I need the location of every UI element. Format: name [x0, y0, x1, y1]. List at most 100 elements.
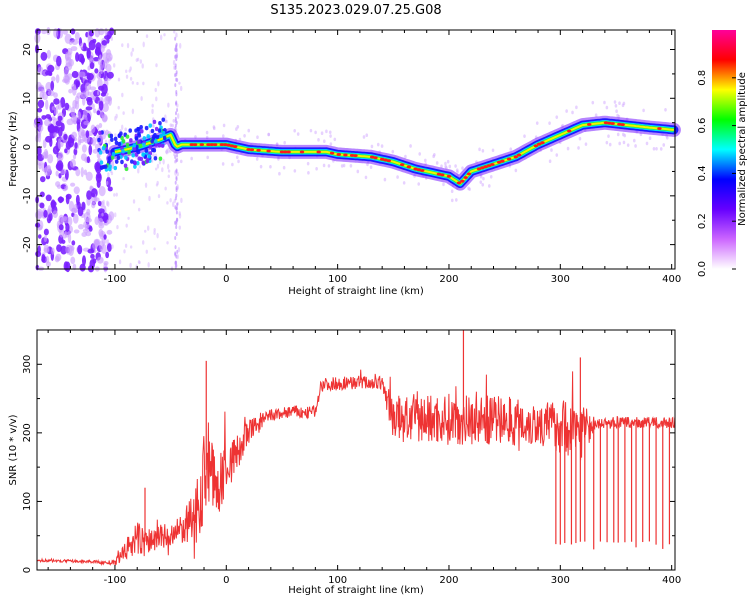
heatmap-cell	[155, 183, 159, 187]
heatmap-cell	[175, 177, 178, 182]
heatmap-cell	[448, 164, 452, 169]
heatmap-cell	[174, 264, 177, 269]
heatmap-cell	[98, 85, 105, 91]
snr-series-line	[36, 330, 676, 567]
heatmap-cell	[80, 167, 84, 178]
heatmap-cell	[404, 154, 407, 159]
heatmap-hotspot	[266, 149, 271, 153]
heatmap-cell	[43, 244, 50, 253]
heatmap-cell	[72, 213, 79, 224]
heatmap-cell	[93, 108, 97, 114]
heatmap-cell	[555, 153, 559, 157]
heatmap-cell	[99, 231, 102, 237]
heatmap-cell	[365, 133, 369, 138]
heatmap-cell	[167, 174, 170, 179]
heatmap-cell	[293, 128, 296, 133]
heatmap-cell	[535, 121, 539, 125]
heatmap-cell	[648, 136, 652, 141]
heatmap-cell	[112, 63, 116, 68]
heatmap-cell	[45, 194, 52, 202]
heatmap-hotspot	[353, 154, 358, 158]
heatmap-hotspot	[189, 143, 194, 147]
heatmap-cell	[175, 225, 178, 230]
heatmap-cell	[125, 223, 128, 228]
heatmap-cell	[174, 245, 177, 250]
heatmap-cell	[88, 226, 93, 232]
heatmap-cell	[45, 99, 49, 110]
spectrogram-y-label: Frequency (Hz)	[8, 111, 19, 187]
snr-y-tick-label: 200	[22, 423, 33, 442]
heatmap-cell	[53, 27, 59, 38]
heatmap-cell	[92, 148, 99, 154]
heatmap-cell	[179, 42, 182, 49]
heatmap-cell	[621, 103, 625, 108]
heatmap-cell	[467, 186, 470, 191]
heatmap-cell	[85, 171, 93, 181]
heatmap-cell	[100, 70, 103, 74]
heatmap-cell	[130, 51, 133, 57]
heatmap-cell	[283, 140, 286, 145]
heatmap-cell	[158, 120, 162, 126]
heatmap-cell	[325, 129, 328, 134]
heatmap-cell	[100, 44, 105, 53]
heatmap-cell	[137, 207, 141, 212]
heatmap-cell	[53, 109, 59, 115]
heatmap-cell	[68, 200, 75, 212]
heatmap-hotspot	[379, 157, 385, 161]
heatmap-cell	[141, 152, 145, 157]
heatmap-hotspot	[607, 121, 612, 125]
figure-title: S135.2023.029.07.25.G08	[270, 3, 441, 18]
heatmap-cell	[125, 69, 128, 74]
heatmap-cell	[154, 167, 158, 171]
heatmap-cell	[340, 164, 344, 168]
heatmap-cell	[157, 194, 161, 199]
heatmap-cell	[141, 160, 146, 165]
heatmap-cell	[129, 245, 133, 249]
heatmap-cell	[179, 85, 183, 92]
heatmap-cell	[131, 108, 135, 115]
heatmap-cell	[164, 114, 167, 120]
heatmap-cell	[613, 100, 617, 104]
heatmap-hotspot	[436, 172, 442, 176]
heatmap-hotspot	[232, 145, 238, 148]
heatmap-cell	[309, 128, 313, 133]
heatmap-cell	[603, 100, 606, 105]
snr-x-tick-label: 0	[223, 575, 229, 586]
heatmap-cell	[605, 140, 609, 145]
heatmap-cell	[55, 120, 62, 127]
heatmap-cell	[391, 149, 395, 154]
heatmap-cell	[95, 42, 102, 52]
heatmap-cell	[86, 47, 91, 59]
colorbar-tick-label: 0.4	[697, 165, 708, 181]
heatmap-cell	[174, 205, 177, 210]
heatmap-cell	[605, 105, 609, 110]
heatmap-cell	[166, 163, 170, 170]
heatmap-cell	[89, 62, 95, 70]
heatmap-cell	[91, 136, 97, 146]
snr-series-polyline	[36, 369, 676, 567]
heatmap-cell	[163, 33, 166, 37]
heatmap-cell	[129, 66, 132, 71]
heatmap-cell	[104, 57, 107, 63]
heatmap-cell	[159, 133, 163, 138]
heatmap-cell	[41, 29, 47, 35]
heatmap-cell	[41, 88, 45, 94]
heatmap-cell	[81, 144, 87, 153]
heatmap-cell	[81, 129, 87, 137]
heatmap-hotspot	[506, 157, 512, 161]
heatmap-cell	[327, 164, 331, 168]
heatmap-cell	[173, 152, 176, 157]
heatmap-cell	[99, 165, 104, 170]
heatmap-cell	[106, 101, 109, 105]
heatmap-cell	[125, 74, 129, 79]
heatmap-cell	[175, 111, 178, 116]
heatmap-cell	[44, 119, 52, 127]
heatmap-cell	[133, 160, 137, 166]
heatmap-cell	[94, 28, 101, 38]
heatmap-cell	[142, 240, 145, 245]
heatmap-cell	[256, 135, 259, 140]
heatmap-cell	[296, 132, 300, 136]
heatmap-hotspot	[603, 121, 609, 125]
heatmap-cell	[124, 243, 128, 248]
